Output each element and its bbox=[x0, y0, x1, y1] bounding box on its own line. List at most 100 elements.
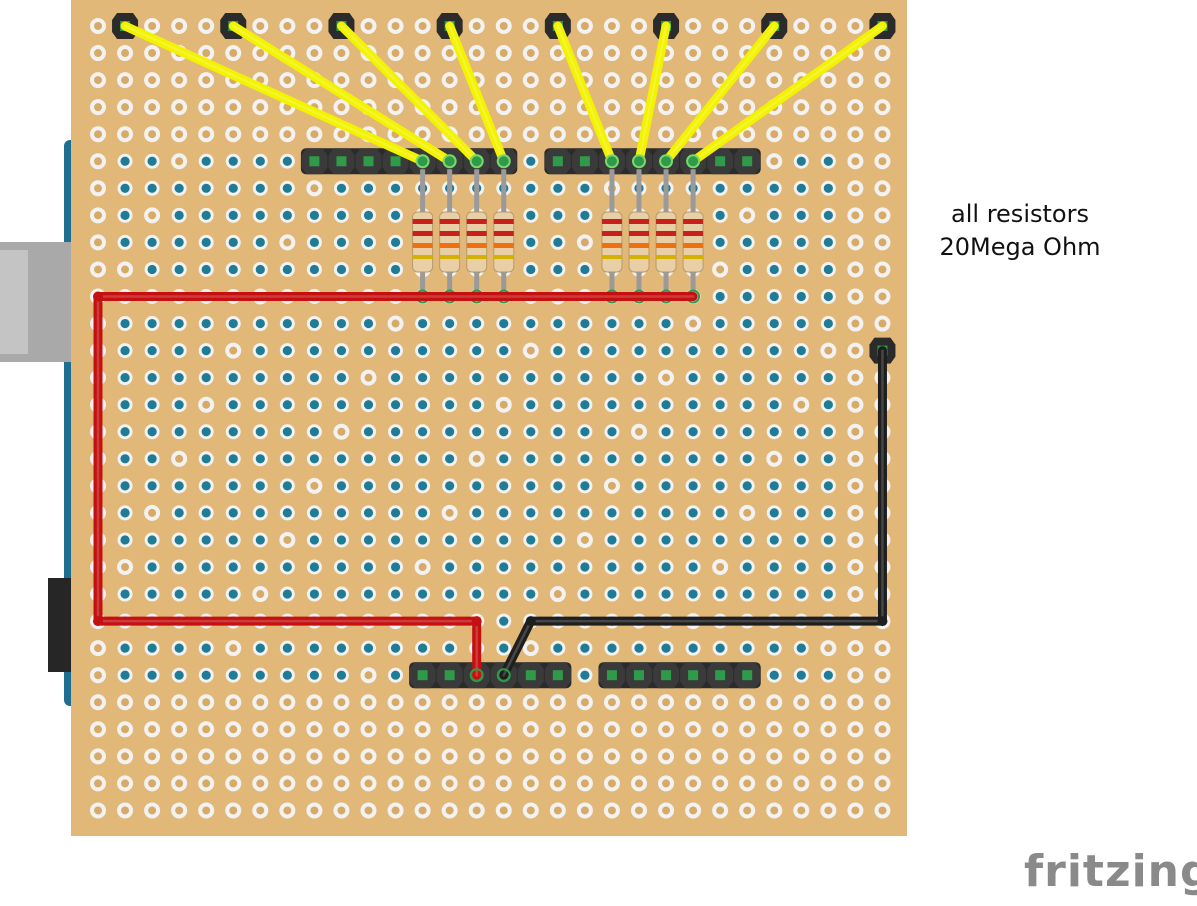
via-pad bbox=[228, 427, 238, 437]
via-pad bbox=[445, 535, 455, 545]
via-pad bbox=[201, 562, 211, 572]
pad-hole bbox=[364, 373, 373, 382]
pad-hole bbox=[472, 698, 481, 707]
pad-hole bbox=[94, 184, 102, 193]
pad-hole bbox=[94, 752, 102, 761]
sensor-wire-end bbox=[415, 154, 430, 169]
via-pad bbox=[120, 237, 130, 247]
via-pad bbox=[228, 481, 238, 491]
pad-hole bbox=[716, 698, 725, 707]
via-pad bbox=[228, 318, 238, 329]
via-pad bbox=[174, 264, 184, 275]
sensor-wire bbox=[553, 21, 617, 166]
via-pad bbox=[526, 264, 536, 275]
pad-hole bbox=[662, 130, 671, 139]
via-pad bbox=[255, 264, 265, 275]
header-pin bbox=[525, 670, 536, 681]
pad-hole bbox=[175, 76, 184, 85]
pad-hole bbox=[743, 752, 752, 761]
pad-hole bbox=[148, 508, 157, 517]
pad-hole bbox=[445, 698, 454, 707]
pad-hole bbox=[499, 725, 508, 734]
header-pin bbox=[336, 156, 347, 167]
via-pad bbox=[823, 670, 833, 680]
sensor-wire-highlight bbox=[340, 24, 478, 163]
via-pad bbox=[715, 318, 725, 329]
pad-hole bbox=[607, 698, 616, 707]
pad-hole bbox=[824, 644, 833, 653]
via-pad bbox=[823, 562, 833, 572]
via-pad bbox=[796, 535, 806, 545]
pad-hole bbox=[607, 725, 616, 734]
pad-hole bbox=[743, 22, 752, 30]
pad-hole bbox=[256, 22, 265, 30]
pad-hole bbox=[499, 698, 508, 707]
pad-hole bbox=[824, 130, 833, 139]
note-line-1: all resistors bbox=[951, 200, 1089, 228]
pad-hole bbox=[797, 752, 806, 761]
via-pad bbox=[255, 210, 265, 220]
pad-hole bbox=[824, 806, 833, 815]
via-pad bbox=[661, 318, 671, 329]
via-pad bbox=[445, 562, 455, 572]
via-pad bbox=[769, 481, 779, 491]
pad-hole bbox=[851, 400, 860, 409]
pad-hole bbox=[337, 806, 346, 815]
via-pad bbox=[363, 210, 374, 220]
via-pad bbox=[823, 454, 833, 464]
pad-hole bbox=[229, 346, 238, 355]
pad-hole bbox=[689, 103, 698, 112]
via-pad bbox=[688, 427, 698, 437]
via-pad bbox=[147, 481, 157, 491]
pad-hole bbox=[337, 752, 346, 761]
via-pad bbox=[634, 562, 644, 572]
via-pad bbox=[796, 210, 806, 220]
sensor-wire-highlight bbox=[448, 24, 505, 163]
via-pad bbox=[147, 562, 157, 572]
via-pad bbox=[390, 589, 401, 599]
pad-hole bbox=[337, 725, 346, 734]
via-pad bbox=[688, 346, 698, 356]
via-pad bbox=[363, 183, 374, 193]
pad-hole bbox=[391, 752, 400, 761]
resistor-band-orange bbox=[412, 243, 433, 248]
pad-hole bbox=[526, 698, 535, 707]
via-pad bbox=[742, 481, 752, 491]
via-pad bbox=[418, 643, 428, 653]
via-pad bbox=[390, 210, 401, 220]
via-pad bbox=[823, 237, 833, 247]
pad-hole bbox=[797, 130, 806, 139]
via-pad bbox=[742, 400, 752, 410]
via-pad bbox=[201, 183, 211, 193]
pad-hole bbox=[202, 698, 211, 707]
via-pad bbox=[580, 643, 590, 653]
via-pad bbox=[715, 210, 725, 220]
via-pad bbox=[363, 643, 374, 653]
pad-hole bbox=[229, 698, 238, 707]
via-pad bbox=[282, 481, 292, 491]
via-pad bbox=[147, 346, 157, 356]
via-pad bbox=[607, 373, 617, 383]
via-pad bbox=[255, 454, 265, 464]
via-pad bbox=[147, 318, 157, 329]
sensor-wire bbox=[336, 21, 482, 166]
wire-bend-point bbox=[93, 291, 103, 302]
via-pad bbox=[309, 508, 319, 518]
via-pad bbox=[309, 373, 319, 383]
via-pad bbox=[472, 562, 482, 572]
pad-hole bbox=[364, 752, 373, 761]
pad-hole bbox=[526, 49, 535, 58]
sensor-wire bbox=[445, 21, 509, 166]
via-pad bbox=[715, 400, 725, 410]
pad-hole bbox=[851, 779, 860, 788]
pad-hole bbox=[472, 454, 481, 463]
pad-hole bbox=[175, 157, 184, 166]
via-pad bbox=[553, 481, 563, 491]
via-pad bbox=[147, 237, 157, 247]
wire-layer bbox=[93, 21, 888, 683]
pad-hole bbox=[743, 806, 752, 815]
resistor-band-orange bbox=[629, 243, 649, 248]
via-pad bbox=[769, 210, 779, 220]
via-pad bbox=[661, 589, 671, 599]
via-pad bbox=[147, 400, 157, 410]
